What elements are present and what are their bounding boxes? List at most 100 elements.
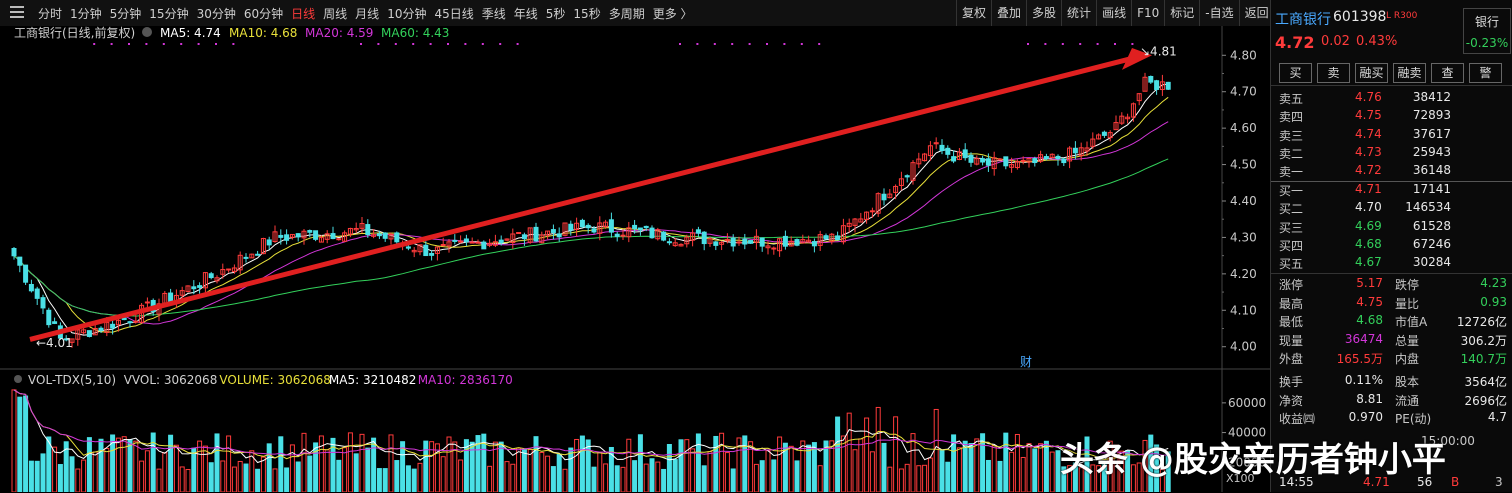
volume-bar bbox=[719, 432, 725, 492]
order-row: 买四 4.68 67246 bbox=[1271, 237, 1512, 255]
trade-button-0[interactable]: 买 bbox=[1279, 63, 1312, 83]
timeframe-tab[interactable]: 60分钟 bbox=[243, 6, 284, 21]
candle-body bbox=[556, 233, 562, 238]
high-marker: ↘4.81 bbox=[1140, 45, 1177, 59]
volume-bar bbox=[394, 460, 400, 492]
volume-axis: 60000 40000 20000 X100 bbox=[1222, 396, 1266, 485]
timeframe-tab[interactable]: 分时 bbox=[38, 6, 63, 21]
candle-body bbox=[1101, 131, 1107, 136]
timeframe-tab[interactable]: 15秒 bbox=[573, 6, 601, 21]
timeframe-tab[interactable]: 更多 〉 bbox=[652, 6, 693, 21]
order-price: 4.69 bbox=[1355, 218, 1382, 233]
timeframe-tab[interactable]: 5秒 bbox=[545, 6, 566, 21]
tool-button[interactable]: 标记 bbox=[1164, 0, 1199, 26]
timeframe-tab[interactable]: 15分钟 bbox=[149, 6, 189, 21]
order-row: 买一 4.71 17141 bbox=[1271, 182, 1512, 200]
signal-dot bbox=[516, 43, 519, 45]
stat-value: 4.7 bbox=[1487, 410, 1507, 425]
candle-body bbox=[429, 252, 435, 256]
tool-button[interactable]: 统计 bbox=[1061, 0, 1096, 26]
tool-button[interactable]: 返回 bbox=[1238, 0, 1274, 26]
order-label: 卖二 bbox=[1279, 146, 1304, 161]
tool-button[interactable]: 复权 bbox=[956, 0, 991, 26]
sector-name: 银行 bbox=[1474, 15, 1499, 29]
volume-bar bbox=[168, 434, 174, 492]
candle-body bbox=[81, 329, 87, 334]
tool-button[interactable]: 画线 bbox=[1096, 0, 1131, 26]
candle-body bbox=[324, 233, 330, 240]
tool-button[interactable]: 叠加 bbox=[991, 0, 1026, 26]
trade-button-1[interactable]: 卖 bbox=[1317, 63, 1350, 83]
fin-marker: 财 bbox=[1020, 355, 1032, 369]
volume-bar bbox=[1032, 448, 1038, 492]
timeframe-tab[interactable]: 季线 bbox=[481, 6, 506, 21]
volume-bar bbox=[272, 468, 278, 492]
trade-button-3[interactable]: 融卖 bbox=[1393, 63, 1426, 83]
tool-button[interactable]: F10 bbox=[1131, 0, 1164, 26]
candle-body bbox=[800, 239, 806, 244]
volume-tick-label: 60000 bbox=[1228, 396, 1266, 410]
price-change: 0.02 bbox=[1321, 34, 1350, 49]
volume-label: MA5: 3210482 bbox=[329, 373, 417, 387]
volume-bar bbox=[649, 458, 655, 492]
candle-body bbox=[777, 238, 783, 252]
volume-bar bbox=[446, 436, 452, 492]
candle-body bbox=[1136, 93, 1142, 102]
signal-dot bbox=[429, 43, 432, 45]
order-volume: 67246 bbox=[1412, 236, 1451, 251]
kline-chart[interactable]: 工商银行(日线,前复权) MA5: 4.74 MA10: 4.68 MA20: 4.… bbox=[0, 26, 1270, 492]
signal-dot bbox=[215, 43, 217, 45]
ma-label: MA20: 4.59 bbox=[305, 26, 373, 40]
candle-body bbox=[86, 330, 92, 337]
stat-row: 换手 0.11% 股本 3564亿 bbox=[1271, 373, 1512, 391]
volume-bar bbox=[498, 441, 504, 492]
signal-dot bbox=[800, 43, 803, 45]
stat-label: 流通 bbox=[1395, 393, 1420, 408]
volume-bar bbox=[684, 439, 690, 492]
signal-dot bbox=[128, 43, 130, 45]
volume-bar bbox=[185, 469, 191, 492]
candle-body bbox=[272, 231, 278, 243]
volume-bar bbox=[179, 466, 185, 492]
candle-body bbox=[655, 229, 661, 240]
volume-bar bbox=[284, 467, 290, 492]
tick-time: 14:55 bbox=[1279, 475, 1314, 489]
trade-button-4[interactable]: 查 bbox=[1431, 63, 1464, 83]
candle-body bbox=[1113, 122, 1119, 131]
candle-body bbox=[597, 222, 603, 234]
sector-box[interactable]: 银行 -0.23% bbox=[1463, 8, 1511, 54]
order-label: 买五 bbox=[1279, 257, 1304, 272]
timeframe-tab[interactable]: 10分钟 bbox=[387, 6, 427, 21]
trade-button-2[interactable]: 融买 bbox=[1355, 63, 1388, 83]
timeframe-tab[interactable]: 1分钟 bbox=[70, 6, 102, 21]
volume-bar bbox=[255, 468, 261, 492]
timeframe-tab[interactable]: 月线 bbox=[355, 6, 380, 21]
trade-button-5[interactable]: 警 bbox=[1469, 63, 1502, 83]
candle-body bbox=[11, 247, 17, 257]
timeframe-tab[interactable]: 周线 bbox=[323, 6, 348, 21]
timeframe-tab[interactable]: 5分钟 bbox=[109, 6, 142, 21]
candle-body bbox=[608, 219, 614, 233]
volume-bar bbox=[846, 412, 852, 492]
signal-dot bbox=[145, 43, 148, 45]
tool-button[interactable]: 多股 bbox=[1026, 0, 1061, 26]
trend-arrow bbox=[29, 48, 1152, 342]
timeframe-tab[interactable]: 30分钟 bbox=[196, 6, 236, 21]
candle-body bbox=[52, 321, 58, 324]
order-price: 4.67 bbox=[1355, 255, 1382, 270]
volume-bar bbox=[371, 437, 377, 492]
candle-body bbox=[927, 145, 933, 157]
divider bbox=[1271, 181, 1512, 182]
menu-icon[interactable] bbox=[10, 6, 24, 20]
timeframe-tab[interactable]: 45日线 bbox=[434, 6, 474, 21]
tool-button[interactable]: -自选 bbox=[1199, 0, 1238, 26]
timeframe-tab[interactable]: 年线 bbox=[513, 6, 538, 21]
tick-vol: 56 bbox=[1417, 475, 1433, 489]
stat-value: 165.5万 bbox=[1336, 352, 1383, 367]
volume-bar bbox=[893, 416, 899, 492]
timeframe-tab[interactable]: 日线 bbox=[291, 6, 316, 21]
volume-tick-label: 40000 bbox=[1228, 426, 1266, 440]
ma-legend: MA5: 4.74 MA10: 4.68 MA20: 4.59 MA60: 4.43 bbox=[142, 26, 449, 40]
timeframe-tab[interactable]: 多周期 bbox=[608, 6, 645, 21]
volume-bar bbox=[1101, 461, 1107, 492]
